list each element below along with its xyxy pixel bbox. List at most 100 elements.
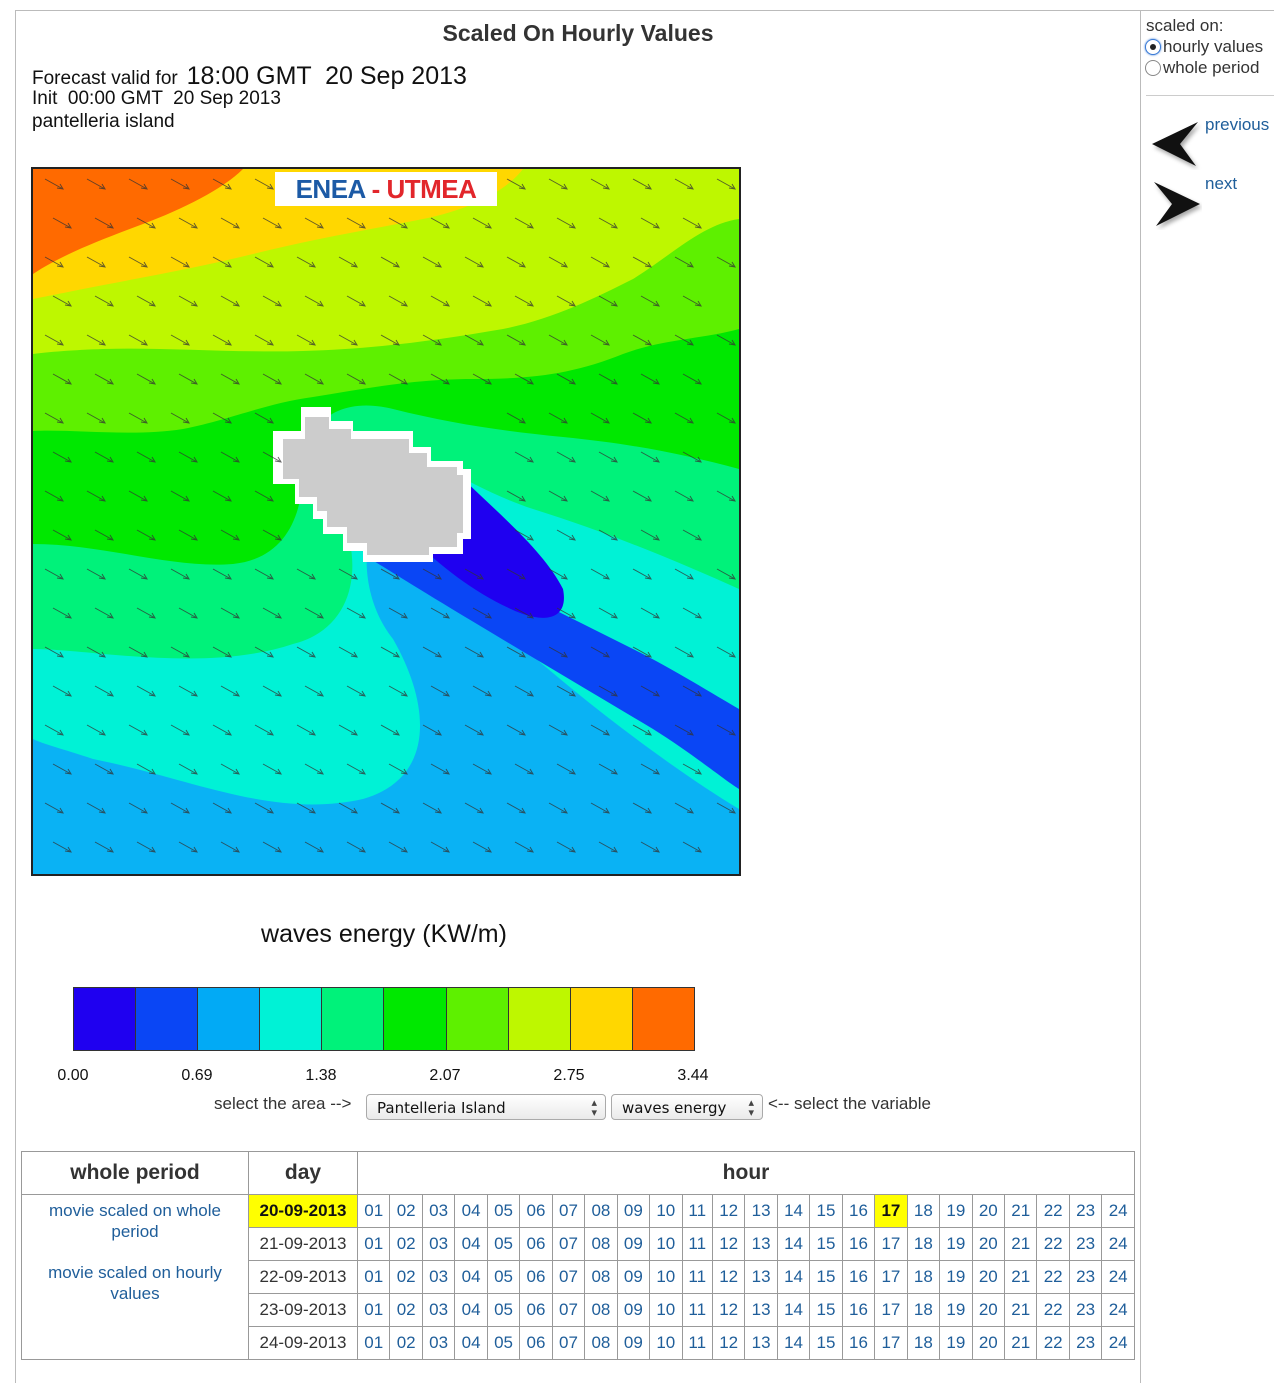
- movie-whole-period-link[interactable]: movie scaled on whole period: [49, 1201, 221, 1241]
- hour-link[interactable]: 13: [744, 1260, 778, 1294]
- next-link[interactable]: next: [1205, 174, 1238, 193]
- hour-link[interactable]: 12: [711, 1260, 746, 1294]
- hour-link[interactable]: 08: [584, 1194, 618, 1228]
- hour-link[interactable]: 03: [421, 1194, 456, 1228]
- hour-link[interactable]: 01: [356, 1326, 391, 1360]
- hour-link[interactable]: 17: [874, 1194, 908, 1228]
- hour-link[interactable]: 06: [519, 1227, 553, 1261]
- hour-link[interactable]: 05: [486, 1293, 521, 1327]
- hour-link[interactable]: 05: [486, 1326, 521, 1360]
- hour-link[interactable]: 23: [1068, 1326, 1103, 1360]
- hour-link[interactable]: 24: [1101, 1293, 1135, 1327]
- hour-link[interactable]: 21: [1003, 1260, 1038, 1294]
- hour-link[interactable]: 19: [939, 1227, 973, 1261]
- hour-link[interactable]: 15: [809, 1293, 843, 1327]
- hour-link[interactable]: 11: [681, 1260, 713, 1294]
- hour-link[interactable]: 01: [356, 1194, 391, 1228]
- hour-link[interactable]: 06: [519, 1326, 553, 1360]
- hour-link[interactable]: 09: [616, 1326, 651, 1360]
- hour-link[interactable]: 09: [616, 1260, 651, 1294]
- hour-link[interactable]: 10: [649, 1227, 683, 1261]
- hour-link[interactable]: 19: [939, 1326, 973, 1360]
- hour-link[interactable]: 24: [1101, 1326, 1135, 1360]
- hour-link[interactable]: 12: [711, 1194, 746, 1228]
- hour-link[interactable]: 08: [584, 1260, 618, 1294]
- hour-link[interactable]: 07: [551, 1194, 586, 1228]
- hour-link[interactable]: 13: [744, 1326, 778, 1360]
- hour-link[interactable]: 12: [711, 1293, 746, 1327]
- hour-link[interactable]: 05: [486, 1194, 521, 1228]
- hour-link[interactable]: 18: [906, 1326, 941, 1360]
- movie-hourly-values-link[interactable]: movie scaled on hourly values: [48, 1263, 222, 1303]
- hour-link[interactable]: 18: [906, 1227, 941, 1261]
- hour-link[interactable]: 05: [486, 1227, 521, 1261]
- hour-link[interactable]: 14: [776, 1326, 811, 1360]
- hour-link[interactable]: 05: [486, 1260, 521, 1294]
- hour-link[interactable]: 18: [906, 1194, 941, 1228]
- hour-link[interactable]: 13: [744, 1227, 778, 1261]
- hour-link[interactable]: 07: [551, 1293, 586, 1327]
- hour-link[interactable]: 20: [971, 1227, 1006, 1261]
- hour-link[interactable]: 10: [649, 1194, 683, 1228]
- hour-link[interactable]: 22: [1036, 1293, 1070, 1327]
- hour-link[interactable]: 04: [454, 1227, 488, 1261]
- hour-link[interactable]: 16: [841, 1194, 876, 1228]
- hour-link[interactable]: 21: [1003, 1326, 1038, 1360]
- hour-link[interactable]: 11: [681, 1293, 713, 1327]
- hour-link[interactable]: 10: [649, 1326, 683, 1360]
- hour-link[interactable]: 19: [939, 1293, 973, 1327]
- hour-link[interactable]: 10: [649, 1293, 683, 1327]
- hour-link[interactable]: 23: [1068, 1227, 1103, 1261]
- hour-link[interactable]: 08: [584, 1326, 618, 1360]
- hour-link[interactable]: 21: [1003, 1194, 1038, 1228]
- hour-link[interactable]: 15: [809, 1227, 843, 1261]
- hour-link[interactable]: 23: [1068, 1260, 1103, 1294]
- hour-link[interactable]: 02: [389, 1293, 423, 1327]
- hour-link[interactable]: 14: [776, 1194, 811, 1228]
- hour-link[interactable]: 06: [519, 1293, 553, 1327]
- hour-link[interactable]: 19: [939, 1260, 973, 1294]
- hour-link[interactable]: 12: [711, 1227, 746, 1261]
- hour-link[interactable]: 08: [584, 1227, 618, 1261]
- hour-link[interactable]: 01: [356, 1260, 391, 1294]
- hour-link[interactable]: 22: [1036, 1227, 1070, 1261]
- hour-link[interactable]: 17: [874, 1227, 908, 1261]
- hour-link[interactable]: 11: [681, 1326, 713, 1360]
- hour-link[interactable]: 23: [1068, 1194, 1103, 1228]
- hour-link[interactable]: 04: [454, 1293, 488, 1327]
- hour-link[interactable]: 24: [1101, 1260, 1135, 1294]
- hour-link[interactable]: 24: [1101, 1194, 1135, 1228]
- hour-link[interactable]: 02: [389, 1326, 423, 1360]
- hour-link[interactable]: 03: [421, 1293, 456, 1327]
- hour-link[interactable]: 10: [649, 1260, 683, 1294]
- hour-link[interactable]: 06: [519, 1194, 553, 1228]
- hour-link[interactable]: 18: [906, 1260, 941, 1294]
- hour-link[interactable]: 07: [551, 1326, 586, 1360]
- hour-link[interactable]: 09: [616, 1194, 651, 1228]
- hour-link[interactable]: 20: [971, 1260, 1006, 1294]
- hour-link[interactable]: 01: [356, 1227, 391, 1261]
- hour-link[interactable]: 07: [551, 1227, 586, 1261]
- hour-link[interactable]: 13: [744, 1194, 778, 1228]
- hour-link[interactable]: 15: [809, 1194, 843, 1228]
- hour-link[interactable]: 24: [1101, 1227, 1135, 1261]
- hour-link[interactable]: 20: [971, 1194, 1006, 1228]
- area-select[interactable]: Pantelleria Island ▴ ▾: [366, 1094, 606, 1120]
- hour-link[interactable]: 04: [454, 1326, 488, 1360]
- hour-link[interactable]: 14: [776, 1227, 811, 1261]
- radio-whole-button[interactable]: [1145, 60, 1161, 76]
- hour-link[interactable]: 13: [744, 1293, 778, 1327]
- hour-link[interactable]: 17: [874, 1260, 908, 1294]
- hour-link[interactable]: 14: [776, 1260, 811, 1294]
- hour-link[interactable]: 19: [939, 1194, 973, 1228]
- variable-select[interactable]: waves energy ▴ ▾: [611, 1094, 763, 1120]
- hour-link[interactable]: 17: [874, 1293, 908, 1327]
- hour-link[interactable]: 09: [616, 1227, 651, 1261]
- previous-link[interactable]: previous: [1205, 115, 1270, 134]
- hour-link[interactable]: 22: [1036, 1194, 1070, 1228]
- radio-hourly-button[interactable]: [1145, 39, 1161, 55]
- hour-link[interactable]: 20: [971, 1326, 1006, 1360]
- hour-link[interactable]: 07: [551, 1260, 586, 1294]
- radio-whole-period[interactable]: whole period: [1145, 58, 1259, 78]
- hour-link[interactable]: 21: [1003, 1227, 1038, 1261]
